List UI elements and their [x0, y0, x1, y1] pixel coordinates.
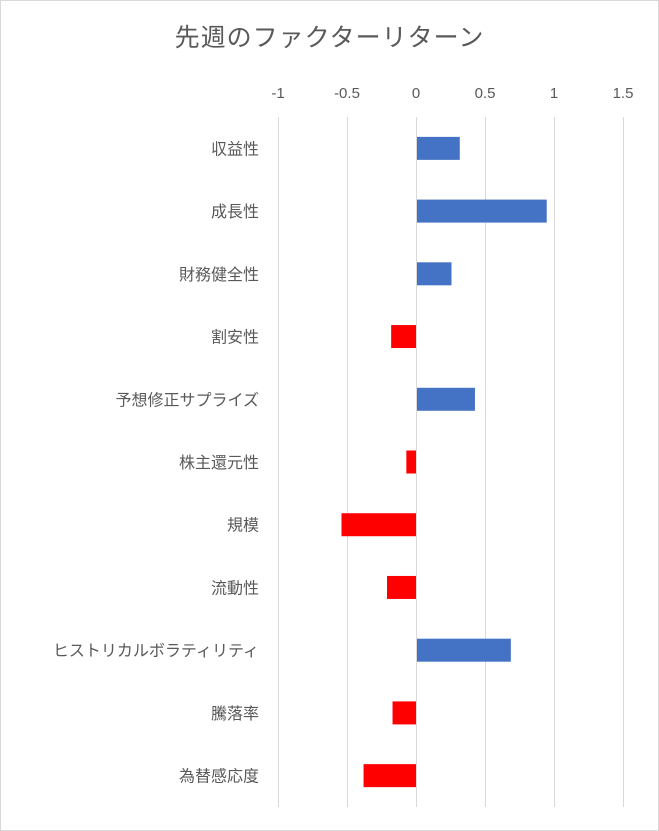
bar	[417, 638, 511, 662]
bar	[391, 325, 416, 349]
x-tick-label: 1	[550, 85, 558, 102]
x-tick-label: 1.5	[613, 85, 634, 102]
bar	[417, 387, 475, 411]
chart-title: 先週のファクターリターン	[174, 23, 485, 52]
gridlines	[278, 117, 624, 807]
category-label: 予想修正サプライズ	[115, 390, 259, 409]
x-tick-label: 0.5	[475, 85, 496, 102]
bar	[341, 513, 416, 537]
x-axis-ticks: -1 -0.5 0 0.5 1 1.5	[271, 85, 633, 102]
category-label: 収益性	[211, 139, 259, 158]
bars	[341, 136, 547, 788]
category-label: 株主還元性	[179, 453, 259, 472]
bar	[417, 136, 460, 160]
category-label: ヒストリカルボラティリティ	[53, 641, 259, 660]
bar	[392, 701, 416, 725]
x-tick-label: -0.5	[334, 85, 360, 102]
category-label: 為替感応度	[179, 767, 259, 786]
category-label: 騰落率	[211, 704, 259, 723]
bar	[417, 262, 452, 286]
bar	[417, 199, 547, 223]
category-labels: 収益性成長性財務健全性割安性予想修正サプライズ株主還元性規模流動性ヒストリカルボ…	[53, 139, 259, 785]
category-label: 流動性	[211, 578, 259, 597]
category-label: 成長性	[211, 202, 259, 221]
category-label: 割安性	[211, 328, 259, 347]
bar	[363, 764, 416, 788]
bar	[387, 575, 416, 599]
bar	[406, 450, 416, 474]
x-tick-label: 0	[412, 85, 420, 102]
x-tick-label: -1	[271, 85, 284, 102]
category-label: 規模	[227, 516, 259, 535]
category-label: 財務健全性	[179, 265, 259, 284]
